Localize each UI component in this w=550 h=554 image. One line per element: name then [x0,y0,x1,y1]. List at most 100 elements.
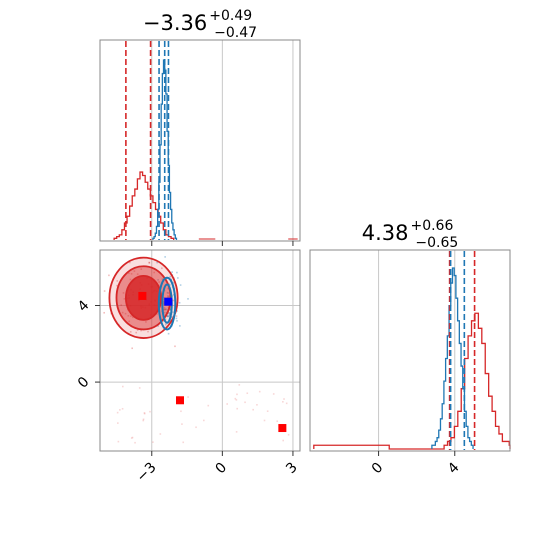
scatter-sample-point [179,325,181,327]
scatter-sample-point [172,299,175,302]
scatter-sample-point [163,308,166,311]
scatter-sample-point [167,292,169,294]
scatter-sample-point [163,296,165,299]
scatter-sample-point [117,422,119,424]
scatter-sample-point [152,441,154,443]
scatter-sample-point [246,392,249,395]
scatter-y-ticks: 04 [75,297,100,392]
scatter-x-tick-label: −3 [134,460,160,486]
scatter-red-marker [138,291,147,300]
scatter-panel: −3 0 3 04 [75,249,301,486]
scatter-sample-point [127,315,130,317]
scatter-sample-point [116,284,118,287]
scatter-sample-point [120,304,123,306]
scatter-sample-point [195,426,197,429]
scatter-sample-point [164,256,166,258]
scatter-sample-point [128,320,131,323]
scatter-sample-point [131,316,134,319]
scatter-sample-point [131,347,133,350]
scatter-sample-point [130,315,132,317]
scatter-sample-point [171,315,173,318]
right-hist-series [313,267,511,450]
scatter-sample-point [167,295,169,297]
scatter-sample-point [167,287,169,290]
scatter-sample-point [165,308,167,311]
scatter-sample-point [172,281,175,284]
scatter-sample-point [166,315,168,318]
top-hist-title: −3.36 +0.49 −0.47 [143,8,257,41]
scatter-sample-point [162,298,165,301]
scatter-sample-point [128,272,130,274]
top-hist-blue-step [152,59,178,240]
scatter-sample-point [158,281,160,283]
right-hist-x-tick-label: 4 [445,459,463,477]
right-hist-x-tick-label: 0 [369,460,387,478]
scatter-frame [99,249,301,452]
scatter-sample-point [159,433,162,435]
scatter-sample-point [167,315,170,317]
scatter-sample-point [133,270,136,272]
scatter-x-tick-label: 0 [213,460,231,478]
scatter-sample-point [171,271,173,273]
scatter-sample-point [143,412,146,414]
scatter-sample-point [142,418,145,421]
scatter-sample-point [156,261,158,264]
scatter-sample-point [272,393,275,395]
scatter-sample-point [140,329,142,332]
scatter-sample-point [148,261,151,264]
scatter-sample-point [177,277,179,279]
scatter-y-tick-label: 4 [75,297,93,315]
scatter-sample-point [207,404,210,407]
right-hist-red-step [313,312,511,450]
scatter-sample-point [285,402,288,405]
scatter-sample-point [161,267,163,270]
scatter-sample-point [238,384,241,386]
scatter-sample-point [234,397,237,400]
scatter-sample-point [157,325,159,327]
scatter-sample-point [276,420,279,423]
scatter-sample-point [169,306,172,308]
scatter-sample-point [168,312,170,314]
scatter-sample-point [135,331,138,334]
scatter-sample-point [226,403,228,405]
scatter-sample-point [169,275,172,278]
scatter-sample-point [168,283,171,286]
scatter-sample-point [164,308,167,311]
scatter-sample-point [172,311,174,313]
scatter-sample-point [103,290,106,292]
scatter-sample-point [129,331,132,333]
scatter-sample-point [172,293,175,296]
scatter-sample-point [236,393,238,396]
scatter-sample-point [163,306,166,309]
right-hist-grid [378,250,456,451]
scatter-sample-point [166,314,169,317]
scatter-sample-point [119,409,121,411]
scatter-sample-point [263,419,266,422]
scatter-sample-point [163,303,165,305]
scatter-red-marker [278,424,287,433]
scatter-sample-point [166,296,169,299]
scatter-sample-point [282,439,284,442]
scatter-sample-point [124,312,127,315]
scatter-sample-point [169,308,172,310]
right-hist-frame [309,249,511,452]
scatter-sample-point [148,261,151,264]
scatter-sample-point [162,320,165,322]
scatter-sample-point [149,410,151,413]
scatter-sample-point [164,318,167,321]
scatter-sample-point [167,315,169,318]
scatter-sample-point [182,441,185,444]
scatter-sample-point [156,313,158,315]
scatter-sample-point [168,313,171,315]
scatter-sample-point [181,423,183,425]
top-hist-panel: −3.36 +0.49 −0.47 [99,8,301,246]
scatter-sample-point [122,292,125,294]
scatter-sample-point [136,329,139,331]
top-hist-ticks [151,241,294,246]
scatter-sample-point [244,401,246,404]
scatter-sample-point [256,403,258,406]
scatter-sample-point [122,385,124,388]
